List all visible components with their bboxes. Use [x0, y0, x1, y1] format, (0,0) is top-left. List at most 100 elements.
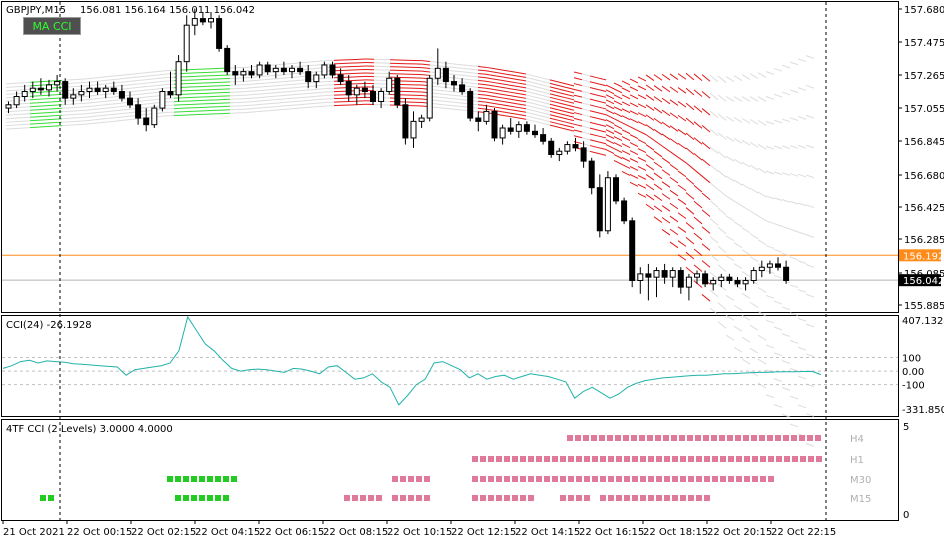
cci-panel[interactable]	[1, 315, 899, 417]
main-chart-panel[interactable]	[1, 1, 899, 313]
candle[interactable]	[604, 171, 611, 235]
candle[interactable]	[766, 260, 773, 274]
candle[interactable]	[750, 267, 757, 284]
candle[interactable]	[410, 111, 417, 148]
candle[interactable]	[378, 88, 385, 109]
candle[interactable]	[588, 157, 595, 195]
candle[interactable]	[564, 141, 571, 155]
candle[interactable]	[5, 101, 12, 114]
candle[interactable]	[621, 197, 628, 225]
candle[interactable]	[758, 260, 765, 278]
candle[interactable]	[426, 74, 433, 122]
candle[interactable]	[280, 61, 287, 75]
candle[interactable]	[499, 124, 506, 145]
candle[interactable]	[661, 263, 668, 284]
candle[interactable]	[685, 273, 692, 301]
candle[interactable]	[653, 267, 660, 298]
candle[interactable]	[159, 88, 166, 112]
candle[interactable]	[232, 64, 239, 85]
candle[interactable]	[491, 108, 498, 142]
candle[interactable]	[783, 260, 790, 284]
candle[interactable]	[386, 71, 393, 95]
candle[interactable]	[29, 81, 36, 99]
candle[interactable]	[289, 64, 295, 79]
candle[interactable]	[742, 277, 749, 291]
candle[interactable]	[361, 81, 368, 99]
candle[interactable]	[13, 91, 20, 109]
candle[interactable]	[135, 98, 142, 125]
candle[interactable]	[143, 108, 150, 132]
candle[interactable]	[305, 64, 312, 89]
candle[interactable]	[775, 257, 781, 271]
candle[interactable]	[37, 78, 44, 95]
candle[interactable]	[167, 71, 174, 99]
candle[interactable]	[216, 15, 223, 52]
candle[interactable]	[240, 68, 247, 82]
candle[interactable]	[677, 267, 684, 294]
candle[interactable]	[102, 84, 109, 99]
candle[interactable]	[353, 84, 360, 105]
candle[interactable]	[151, 104, 158, 128]
candle[interactable]	[199, 11, 206, 26]
candle[interactable]	[726, 273, 733, 284]
candle[interactable]	[402, 98, 409, 145]
candle[interactable]	[475, 111, 482, 132]
candle[interactable]	[70, 88, 77, 105]
candle[interactable]	[313, 71, 320, 89]
candle[interactable]	[118, 84, 125, 102]
candle[interactable]	[345, 74, 352, 102]
candle[interactable]	[637, 267, 644, 294]
candle[interactable]	[532, 124, 538, 138]
candle[interactable]	[596, 174, 603, 238]
candle[interactable]	[645, 263, 652, 301]
candle[interactable]	[418, 114, 425, 128]
candle[interactable]	[78, 84, 85, 102]
candle[interactable]	[46, 79, 52, 97]
candle[interactable]	[442, 61, 449, 89]
candle[interactable]	[337, 68, 344, 85]
candle[interactable]	[86, 81, 93, 99]
candle[interactable]	[556, 147, 563, 162]
candle[interactable]	[702, 270, 709, 288]
candle[interactable]	[54, 74, 61, 92]
candle[interactable]	[321, 61, 328, 79]
candle[interactable]	[483, 104, 490, 125]
candle[interactable]	[21, 84, 28, 102]
candle[interactable]	[580, 141, 587, 168]
candle[interactable]	[264, 61, 271, 75]
ma-cci-button[interactable]: MA CCI	[23, 17, 81, 35]
candle[interactable]	[669, 267, 676, 288]
candle[interactable]	[329, 61, 336, 79]
candle[interactable]	[467, 88, 474, 122]
candle[interactable]	[62, 78, 69, 105]
candle[interactable]	[613, 174, 619, 205]
candle[interactable]	[297, 61, 304, 75]
candle[interactable]	[507, 118, 514, 135]
candle[interactable]	[394, 74, 401, 109]
candle[interactable]	[248, 64, 255, 79]
candle[interactable]	[629, 217, 636, 288]
candle[interactable]	[718, 273, 725, 288]
candle[interactable]	[94, 81, 101, 95]
candle[interactable]	[540, 127, 547, 145]
candle[interactable]	[175, 55, 182, 102]
candle[interactable]	[183, 15, 190, 72]
candle[interactable]	[451, 74, 457, 92]
candle[interactable]	[272, 64, 279, 79]
candle[interactable]	[548, 137, 555, 158]
candle[interactable]	[434, 48, 441, 85]
candle[interactable]	[191, 8, 198, 36]
candle[interactable]	[127, 91, 133, 109]
candle[interactable]	[110, 81, 117, 95]
candle[interactable]	[734, 277, 741, 288]
candle[interactable]	[523, 121, 530, 135]
candle[interactable]	[208, 11, 214, 29]
candle[interactable]	[710, 277, 717, 291]
candle[interactable]	[256, 61, 263, 79]
candle[interactable]	[370, 84, 376, 105]
candle[interactable]	[572, 137, 579, 152]
candle[interactable]	[459, 78, 466, 95]
candle[interactable]	[515, 121, 522, 138]
candle[interactable]	[224, 45, 231, 75]
